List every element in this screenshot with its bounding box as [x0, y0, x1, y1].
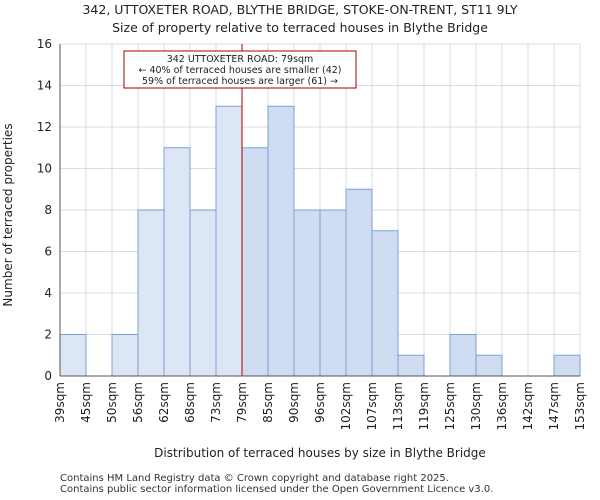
bar-39sqm [59, 334, 87, 377]
x-tick-62sqm: 62sqm [157, 382, 171, 423]
y-tick-4: 4 [44, 286, 52, 300]
x-tick-68sqm: 68sqm [183, 382, 197, 423]
y-tick-2: 2 [44, 328, 52, 342]
x-tick-39sqm: 39sqm [53, 382, 67, 423]
bar-130sqm [475, 354, 503, 377]
y-tick-12: 12 [37, 120, 52, 134]
x-tick-85sqm: 85sqm [261, 382, 275, 423]
axes [59, 44, 580, 377]
annotation-box-border [123, 50, 357, 89]
x-tick-50sqm: 50sqm [105, 382, 119, 423]
bar-90sqm [293, 209, 321, 377]
x-tick-45sqm: 45sqm [79, 382, 93, 423]
annotation-line-1: 342 UTTOXETER ROAD: 79sqm [167, 54, 314, 65]
y-tick-10: 10 [37, 162, 52, 176]
bar-125sqm [449, 334, 477, 377]
y-tick-labels: 0 2 4 6 8 10 12 14 16 [37, 37, 52, 383]
bar-56sqm [137, 209, 165, 377]
y-tick-8: 8 [44, 203, 52, 217]
histogram-chart: 0 2 4 6 8 10 12 14 16 39sqm 45sqm 50sqm 56sqm 62sqm 6… [1, 37, 587, 460]
bar-68sqm [189, 209, 217, 377]
bar-50sqm [111, 334, 139, 377]
bar-102sqm [345, 188, 373, 377]
x-tick-125sqm: 125sqm [443, 382, 457, 430]
x-tick-119sqm: 119sqm [417, 382, 431, 430]
y-tick-14: 14 [37, 79, 52, 93]
y-tick-6: 6 [44, 245, 52, 259]
x-tick-130sqm: 130sqm [469, 382, 483, 430]
bar-96sqm [319, 209, 347, 377]
x-tick-147sqm: 147sqm [547, 382, 561, 430]
bar-147sqm [553, 354, 581, 377]
x-tick-102sqm: 102sqm [339, 382, 353, 430]
x-tick-73sqm: 73sqm [209, 382, 223, 423]
chart-subtitle: Size of property relative to terraced ho… [112, 20, 488, 35]
x-tick-labels: 39sqm 45sqm 50sqm 56sqm 62sqm 68sqm 73sqm 79sqm… [53, 382, 587, 430]
annotation-line-2: ← 40% of terraced houses are smaller (42… [138, 65, 341, 76]
bar-79sqm [241, 147, 269, 377]
y-axis-label: Number of terraced properties [1, 123, 15, 306]
y-tick-16: 16 [37, 37, 52, 51]
x-tick-113sqm: 113sqm [391, 382, 405, 430]
bar-113sqm [397, 354, 425, 377]
x-tick-142sqm: 142sqm [521, 382, 535, 430]
footer-line-1: Contains HM Land Registry data © Crown c… [60, 473, 449, 484]
chart-title: 342, UTTOXETER ROAD, BLYTHE BRIDGE, STOK… [82, 2, 518, 17]
x-tick-96sqm: 96sqm [313, 382, 327, 423]
bars [59, 105, 581, 377]
bar-73sqm [215, 105, 243, 377]
x-axis-label: Distribution of terraced houses by size … [154, 446, 486, 460]
x-tick-56sqm: 56sqm [131, 382, 145, 423]
x-tick-107sqm: 107sqm [365, 382, 379, 430]
x-tick-79sqm: 79sqm [235, 382, 249, 423]
bar-85sqm [267, 105, 295, 377]
x-tick-136sqm: 136sqm [495, 382, 509, 430]
annotation-box: 342 UTTOXETER ROAD: 79sqm ← 40% of terra… [123, 50, 357, 89]
annotation-line-3: 59% of terraced houses are larger (61) → [142, 76, 338, 87]
y-tick-0: 0 [44, 369, 52, 383]
x-tick-90sqm: 90sqm [287, 382, 301, 423]
bar-62sqm [163, 147, 191, 377]
bar-107sqm [371, 230, 399, 377]
footer-line-2: Contains public sector information licen… [60, 484, 494, 495]
x-tick-153sqm: 153sqm [573, 382, 587, 430]
